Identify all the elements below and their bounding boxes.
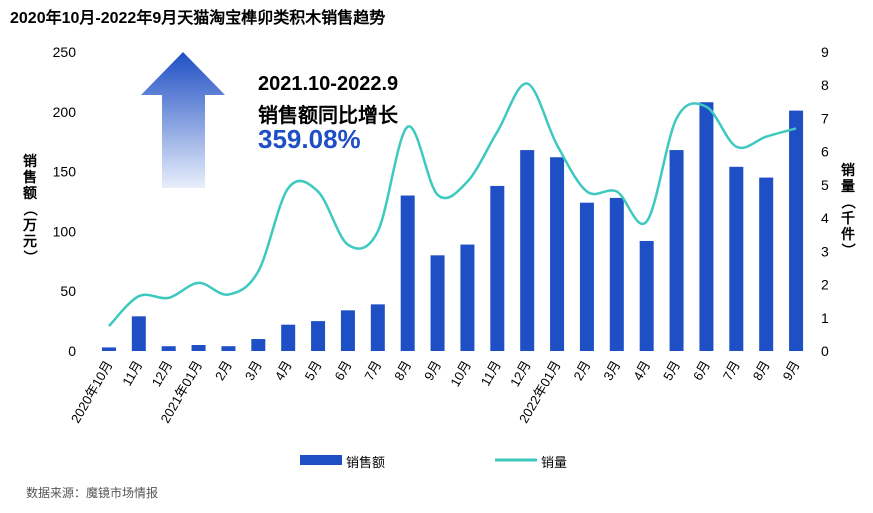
bar-sales (669, 150, 684, 351)
x-tick-label: 12月 (149, 358, 176, 389)
bar-sales (699, 102, 714, 352)
bar-sales (221, 346, 236, 351)
x-tick-label: 2月 (212, 358, 235, 383)
y-left-tick-label: 0 (68, 343, 76, 359)
bar-sales (729, 166, 744, 351)
legend-label-volume: 销量 (541, 455, 568, 470)
bar-sales (251, 339, 266, 351)
bar-sales (131, 316, 146, 351)
x-tick-label: 9月 (780, 358, 803, 383)
x-tick-label: 9月 (421, 358, 444, 383)
y-left-tick-label: 50 (60, 283, 76, 299)
x-tick-label: 5月 (660, 358, 683, 383)
x-tick-label: 8月 (750, 358, 773, 383)
annotation-label: 销售额同比增长 (258, 105, 398, 127)
y-right-tick-label: 9 (821, 44, 829, 60)
bar-sales (430, 255, 445, 351)
bar-sales (340, 310, 355, 351)
bar-sales (639, 240, 654, 351)
bar-sales (789, 110, 804, 351)
y-axis-right-label: 销量（千件） (840, 162, 856, 257)
bar-sales (609, 197, 624, 351)
chart-title: 2020年10月-2022年9月天猫淘宝榫卯类积木销售趋势 (10, 10, 386, 27)
data-source: 数据来源：魔镜市场情报 (26, 486, 159, 500)
y-right-tick-label: 6 (821, 144, 829, 160)
y-right-tick-label: 2 (821, 277, 829, 293)
bar-sales (520, 150, 535, 351)
annotation-period: 2021.10-2022.9 (258, 73, 399, 95)
bar-sales (550, 157, 565, 351)
y-right-tick-label: 0 (821, 343, 829, 359)
annotation-value: 359.08% (258, 124, 361, 154)
bar-sales (579, 202, 594, 351)
x-tick-label: 6月 (331, 358, 354, 383)
bar-sales (370, 304, 385, 351)
y-axis-left-label: 销售额（万元） (22, 153, 38, 264)
up-arrow-icon (141, 52, 225, 188)
y-left-tick-label: 200 (53, 104, 77, 120)
sales-volume-line (108, 82, 797, 327)
y-right-tick-label: 1 (821, 310, 829, 326)
x-tick-label: 10月 (447, 358, 474, 389)
x-tick-label: 3月 (600, 358, 623, 383)
y-right-tick-label: 8 (821, 77, 829, 93)
y-right-tick-label: 4 (821, 210, 829, 226)
x-tick-label: 8月 (391, 358, 414, 383)
x-tick-label: 12月 (507, 358, 534, 389)
x-tick-label: 5月 (302, 358, 325, 383)
x-tick-label: 6月 (690, 358, 713, 383)
y-left-tick-label: 250 (53, 44, 77, 60)
bar-sales (400, 195, 415, 351)
bar-sales (490, 185, 505, 351)
legend-label-sales: 销售额 (346, 455, 386, 470)
y-right-tick-label: 3 (821, 243, 829, 259)
y-right-tick-label: 7 (821, 110, 829, 126)
x-tick-label: 4月 (630, 358, 653, 383)
x-tick-label: 2020年10月 (68, 358, 116, 426)
bar-sales (311, 321, 326, 351)
y-right-tick-label: 5 (821, 177, 829, 193)
x-tick-label: 4月 (272, 358, 295, 383)
bar-sales (101, 347, 116, 351)
y-left-tick-label: 150 (53, 164, 77, 180)
legend-bar-swatch (300, 455, 342, 465)
x-tick-label: 11月 (119, 358, 145, 388)
x-tick-label: 7月 (720, 358, 743, 383)
x-tick-label: 11月 (478, 358, 504, 388)
y-left-tick-label: 100 (53, 223, 77, 239)
x-tick-label: 2月 (570, 358, 593, 383)
bar-sales (759, 177, 774, 351)
bar-sales (161, 346, 176, 351)
bar-sales (460, 244, 475, 351)
x-tick-label: 7月 (361, 358, 384, 383)
bar-sales (191, 345, 206, 351)
bar-sales (281, 324, 296, 351)
x-tick-label: 3月 (242, 358, 265, 383)
